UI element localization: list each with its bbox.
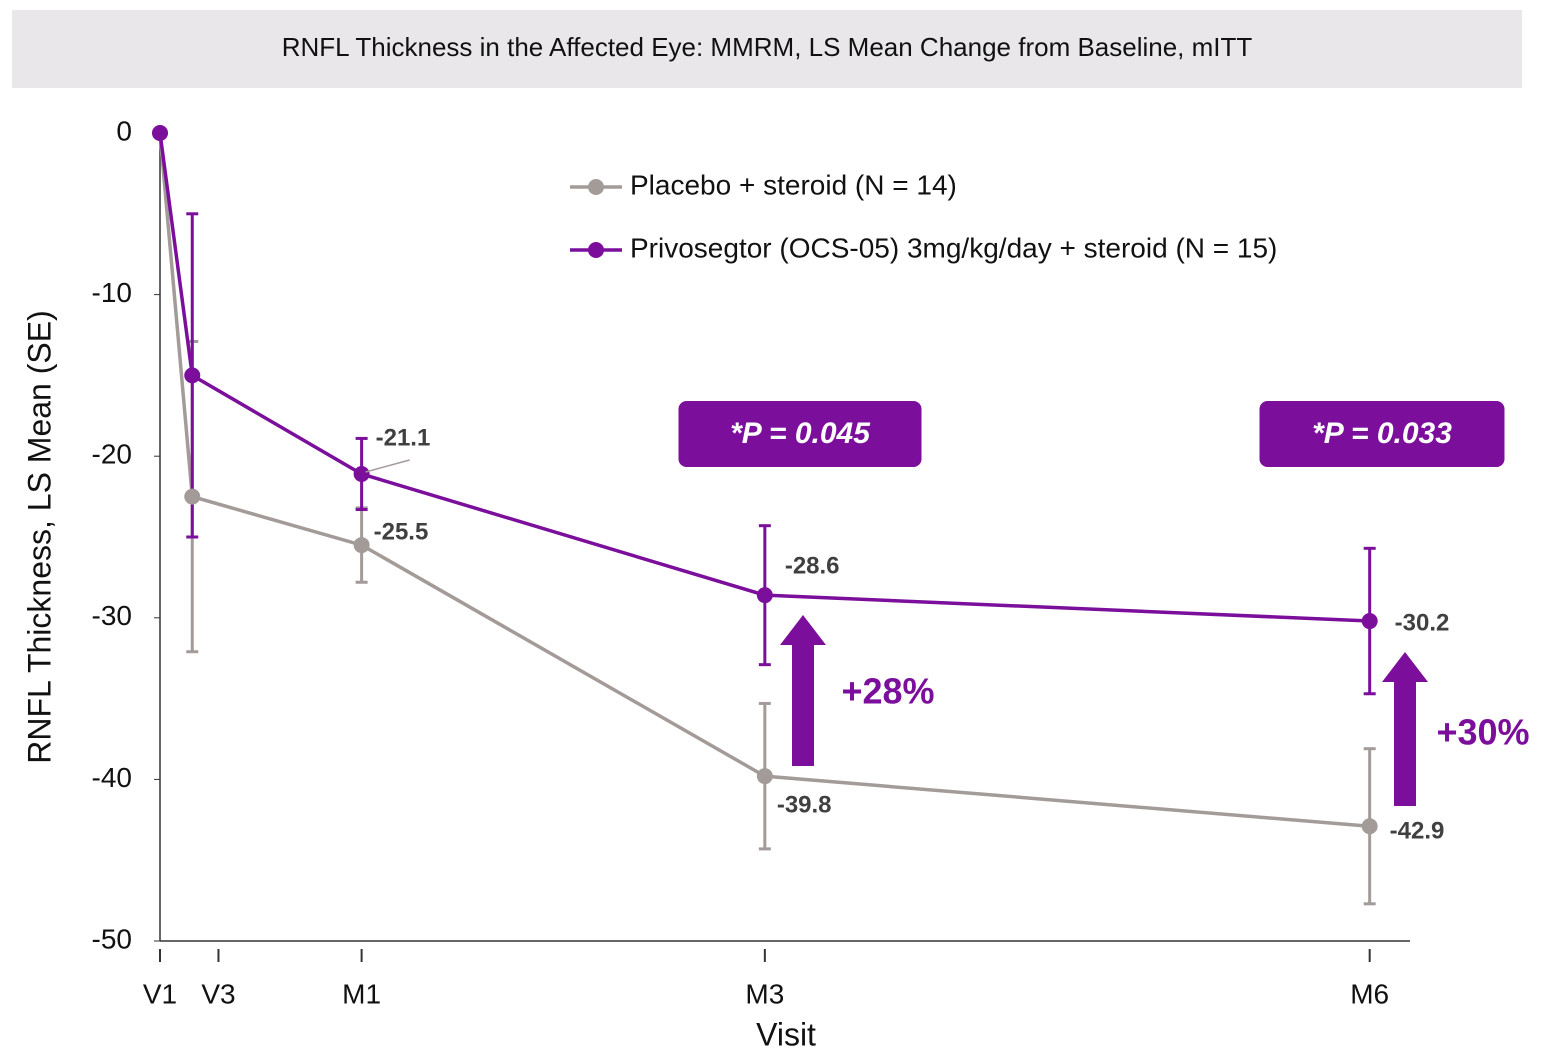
arrow [780, 615, 826, 766]
y-tick-label: 0 [116, 115, 132, 146]
title-bar [12, 10, 1522, 88]
y-tick-label: -10 [92, 277, 132, 308]
value-label: -39.8 [777, 792, 832, 819]
legend-marker [588, 179, 604, 195]
arrow [1382, 652, 1428, 806]
p-value: *P = 0.033 [1312, 417, 1452, 450]
change-label: +30% [1436, 712, 1529, 753]
chart-title: RNFL Thickness in the Affected Eye: MMRM… [282, 32, 1253, 62]
point [353, 537, 370, 554]
value-label: -30.2 [1395, 609, 1450, 636]
x-tick-label: M6 [1350, 978, 1389, 1009]
p-value: *P = 0.045 [730, 417, 871, 450]
value-label: -25.5 [374, 518, 429, 545]
change-label: +28% [841, 671, 934, 712]
x-tick-label: V1 [143, 978, 177, 1009]
point [184, 488, 201, 505]
y-tick-label: -30 [92, 600, 132, 631]
y-tick-label: -40 [92, 762, 132, 793]
p-value-box [1259, 401, 1505, 467]
point [1361, 613, 1378, 630]
y-tick-label: -20 [92, 439, 132, 470]
x-tick-label: M3 [745, 978, 784, 1009]
leader-line [365, 459, 410, 473]
p-value-box [678, 401, 922, 467]
point [756, 587, 773, 604]
y-tick-label: -50 [92, 923, 132, 954]
value-label: -28.6 [785, 553, 840, 580]
x-tick-label: M1 [342, 978, 381, 1009]
point [184, 367, 201, 384]
legend-label: Privosegtor (OCS-05) 3mg/kg/day + steroi… [630, 232, 1277, 263]
point [152, 125, 168, 141]
x-tick-label: V3 [201, 978, 235, 1009]
point [353, 465, 370, 482]
value-label: -42.9 [1390, 818, 1445, 845]
point [1361, 818, 1378, 835]
legend-label: Placebo + steroid (N = 14) [630, 169, 957, 200]
legend-marker [588, 242, 604, 258]
point [756, 768, 773, 785]
value-label: -21.1 [376, 424, 431, 451]
x-axis-label: Visit [756, 1016, 816, 1052]
y-axis-label: RNFL Thickness, LS Mean (SE) [21, 310, 57, 763]
